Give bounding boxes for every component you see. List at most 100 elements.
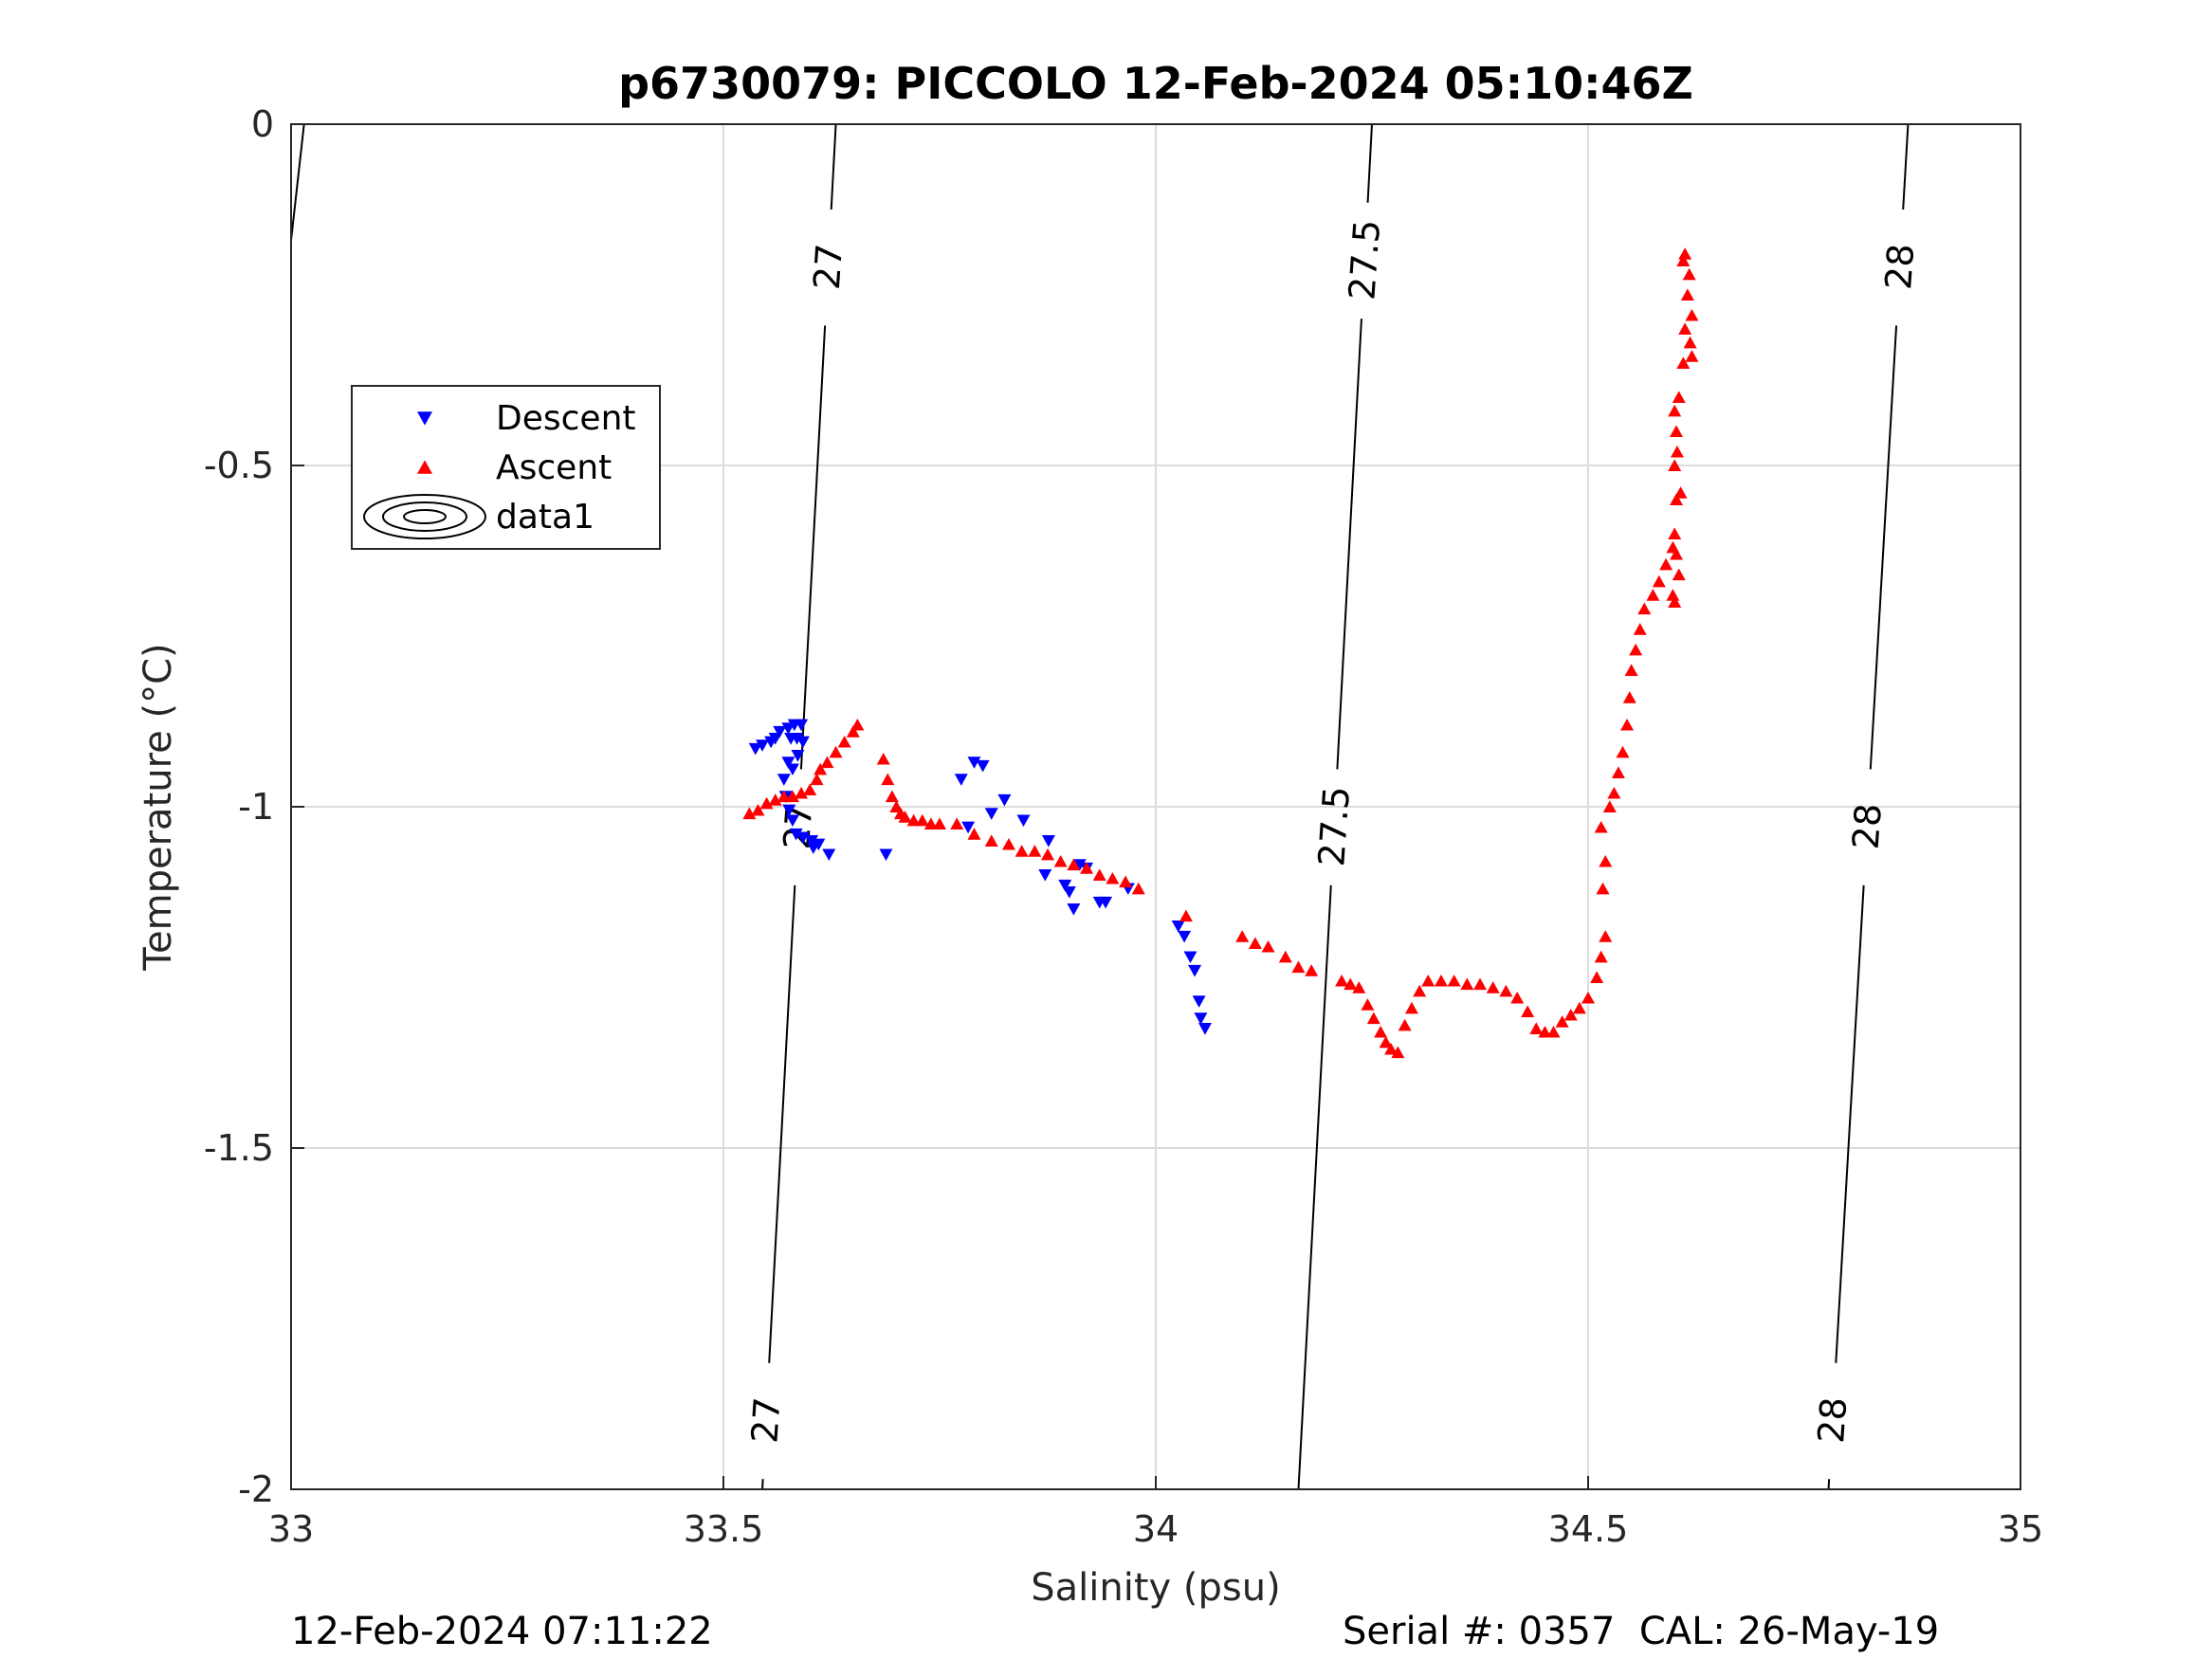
ascent-point xyxy=(1278,950,1292,963)
descent-point xyxy=(976,759,990,773)
descent-point xyxy=(954,774,968,786)
contour-line xyxy=(1827,1479,1831,1490)
ascent-point xyxy=(1590,971,1604,983)
y-tick-label: -0.5 xyxy=(204,445,274,486)
ascent-point xyxy=(1646,589,1660,601)
contour-line xyxy=(761,1479,764,1490)
descent-point xyxy=(1188,964,1202,977)
ascent-point xyxy=(1352,981,1366,994)
x-tick-label: 34 xyxy=(1133,1508,1179,1550)
y-tick-label: 0 xyxy=(251,103,274,145)
ascent-point xyxy=(1384,1042,1398,1055)
ascent-point xyxy=(885,790,899,803)
ascent-point xyxy=(1473,977,1487,991)
ascent-point xyxy=(1683,336,1697,349)
ascent-point xyxy=(1685,350,1699,362)
descent-point xyxy=(781,757,795,769)
grid-lines xyxy=(291,124,2020,1489)
descent-point xyxy=(795,719,809,732)
ascent-point xyxy=(1521,1005,1535,1017)
descent-point xyxy=(785,814,799,828)
ascent-point xyxy=(785,790,799,803)
ascent-point xyxy=(1594,820,1608,833)
ascent-point xyxy=(1053,854,1068,867)
descent-point xyxy=(997,793,1012,807)
contour-line xyxy=(1869,325,1898,770)
ascent-point xyxy=(1682,267,1696,281)
descent-point xyxy=(822,848,836,862)
x-axis-label: Salinity (psu) xyxy=(1031,1566,1280,1610)
ascent-point xyxy=(1666,589,1680,601)
ascent-point xyxy=(1248,937,1262,949)
ascent-point xyxy=(1668,404,1682,417)
contour-line xyxy=(1297,884,1332,1490)
y-tick-label: -2 xyxy=(238,1468,274,1510)
descent-point xyxy=(1197,1023,1212,1035)
legend-contour-icon xyxy=(363,494,486,539)
ascent-point xyxy=(850,718,865,731)
ascent-point xyxy=(1131,882,1145,895)
ascent-point xyxy=(881,773,895,786)
ascent-point xyxy=(1611,766,1625,778)
ascent-point xyxy=(820,756,834,769)
descent-point xyxy=(961,821,976,834)
contour-line xyxy=(1336,319,1362,770)
ascent-point xyxy=(1538,1025,1552,1038)
ascent-point xyxy=(915,813,929,827)
ascent-point xyxy=(1602,800,1617,812)
descent-point xyxy=(806,842,820,854)
y-tick-label: -1.5 xyxy=(204,1127,274,1169)
ascent-point xyxy=(1670,493,1684,505)
ascent-point xyxy=(1080,862,1094,874)
ascent-point xyxy=(1305,964,1319,976)
ascent-point xyxy=(1596,882,1610,895)
ascent-point xyxy=(1398,1018,1412,1031)
descent-point xyxy=(1016,814,1031,828)
ascent-point xyxy=(1572,1001,1586,1014)
legend-label: Ascent xyxy=(496,448,612,487)
descent-point xyxy=(795,736,810,749)
descent-point xyxy=(1038,869,1052,882)
contour-line xyxy=(290,123,305,241)
descent-point xyxy=(1099,896,1113,909)
ascent-point xyxy=(1668,459,1682,471)
descent-point xyxy=(777,774,791,786)
ascent-point xyxy=(1629,643,1643,656)
ascent-point xyxy=(1581,991,1595,1004)
descent-point xyxy=(748,742,762,756)
ascent-point xyxy=(1015,845,1029,857)
ascent-point xyxy=(898,811,912,823)
descent-point xyxy=(984,808,998,820)
ascent-point xyxy=(1413,984,1427,997)
contour-line xyxy=(1835,884,1865,1363)
x-tick-label: 34.5 xyxy=(1548,1508,1629,1550)
ascent-point xyxy=(1486,981,1500,994)
ascent-point xyxy=(1622,691,1636,703)
ascent-point xyxy=(1659,557,1673,571)
ascent-point xyxy=(1261,939,1275,953)
ascent-point xyxy=(1092,868,1106,881)
descent-point xyxy=(1067,903,1081,916)
ascent-point xyxy=(1672,568,1686,581)
chart-title: p6730079: PICCOLO 12-Feb-2024 05:10:46Z xyxy=(618,58,1693,109)
y-tick-label: -1 xyxy=(238,786,274,828)
ascent-point xyxy=(846,725,860,738)
ascent-point xyxy=(1670,547,1684,560)
ascent-point xyxy=(1668,527,1682,539)
ascent-point xyxy=(1670,445,1684,458)
ascent-point xyxy=(759,796,774,810)
ascent-point xyxy=(1344,977,1358,991)
ascent-point xyxy=(967,828,981,840)
axis-ticks: 33 33.5 34 34.5 35 0 -0.5 -1 -1.5 -2 xyxy=(204,103,2043,1550)
descent-point xyxy=(1041,835,1055,848)
ascent-point xyxy=(1529,1022,1544,1034)
ascent-point xyxy=(1179,909,1193,922)
legend-label: data1 xyxy=(496,498,594,537)
ascent-point xyxy=(1235,930,1250,942)
ascent-point xyxy=(1555,1015,1569,1028)
ascent-point xyxy=(1001,837,1015,850)
y-axis-label: Temperature (°C) xyxy=(137,643,180,971)
ascent-point xyxy=(1673,486,1688,499)
ascent-point xyxy=(1366,1012,1380,1025)
